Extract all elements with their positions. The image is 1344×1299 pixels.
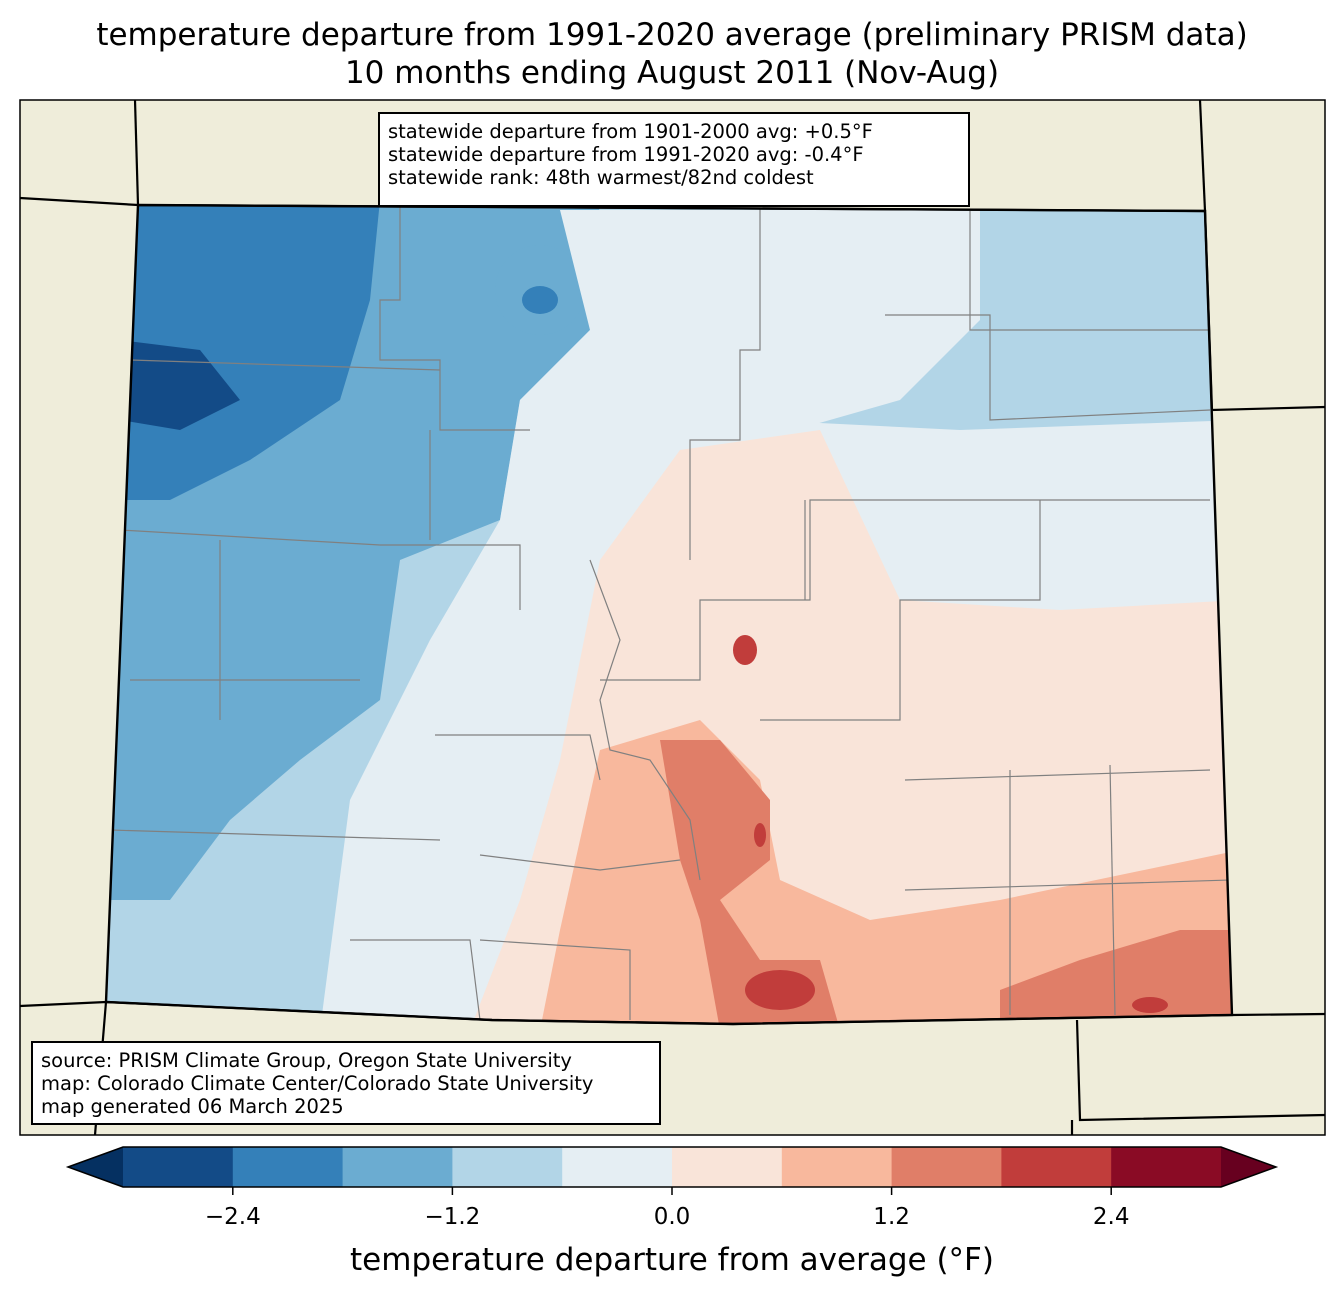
colorbar-swatch [672,1147,783,1187]
map-title-line2: 10 months ending August 2011 (Nov-Aug) [344,55,1000,91]
map-frame [19,99,1326,1136]
temperature-field [106,205,1232,1024]
colorbar-swatch [781,1147,893,1187]
colorbar-tick-label: −2.4 [204,1204,261,1230]
map-title-line1: temperature departure from 1991-2020 ave… [96,17,1248,53]
hot-spot [754,823,766,847]
near-neutral-zone [320,210,980,1024]
source-line-generated: map generated 06 March 2025 [41,1095,344,1118]
colorbar-under-arrow [68,1147,123,1187]
colorbar-swatch [891,1147,1002,1187]
hot-spot [733,635,757,665]
colorbar-tick-label: 2.4 [1092,1204,1130,1230]
colorbar-swatch [342,1147,453,1187]
county-lines [109,205,1231,1021]
hot-spot [1132,997,1168,1013]
colorbar-tick-label: 1.2 [873,1204,910,1230]
stats-line-rank: statewide rank: 48th warmest/82nd coldes… [388,166,814,189]
colorbar-tick-label: −1.2 [424,1204,481,1230]
source-line-prism: source: PRISM Climate Group, Oregon Stat… [41,1049,572,1072]
warmer-zone [660,740,840,1024]
warmer-zone-southeast [1000,930,1232,1024]
colorbar-label: temperature departure from average (°F) [350,1242,994,1278]
colorbar-swatch [452,1147,563,1187]
stats-line-1991-avg: statewide departure from 1991-2020 avg: … [388,143,864,166]
dark-blue-spot [522,286,558,314]
hot-spot [745,970,815,1010]
stats-line-1900-avg: statewide departure from 1901-2000 avg: … [388,120,873,143]
colorbar-swatch [232,1147,344,1187]
colorbar-swatch [562,1147,673,1187]
statewide-stats-box: statewide departure from 1901-2000 avg: … [378,112,970,207]
colorbar [65,1146,1279,1195]
source-line-map: map: Colorado Climate Center/Colorado St… [41,1072,594,1095]
colorbar-over-arrow [1221,1147,1276,1187]
source-box: source: PRISM Climate Group, Oregon Stat… [31,1041,661,1125]
colorbar-swatch [1001,1147,1112,1187]
colorbar-swatch [1111,1147,1222,1187]
colorbar-outline [65,1146,1279,1188]
colorbar-tick-label: 0.0 [653,1204,691,1230]
colorado-border [104,203,1234,1026]
colorbar-swatch [123,1147,234,1187]
